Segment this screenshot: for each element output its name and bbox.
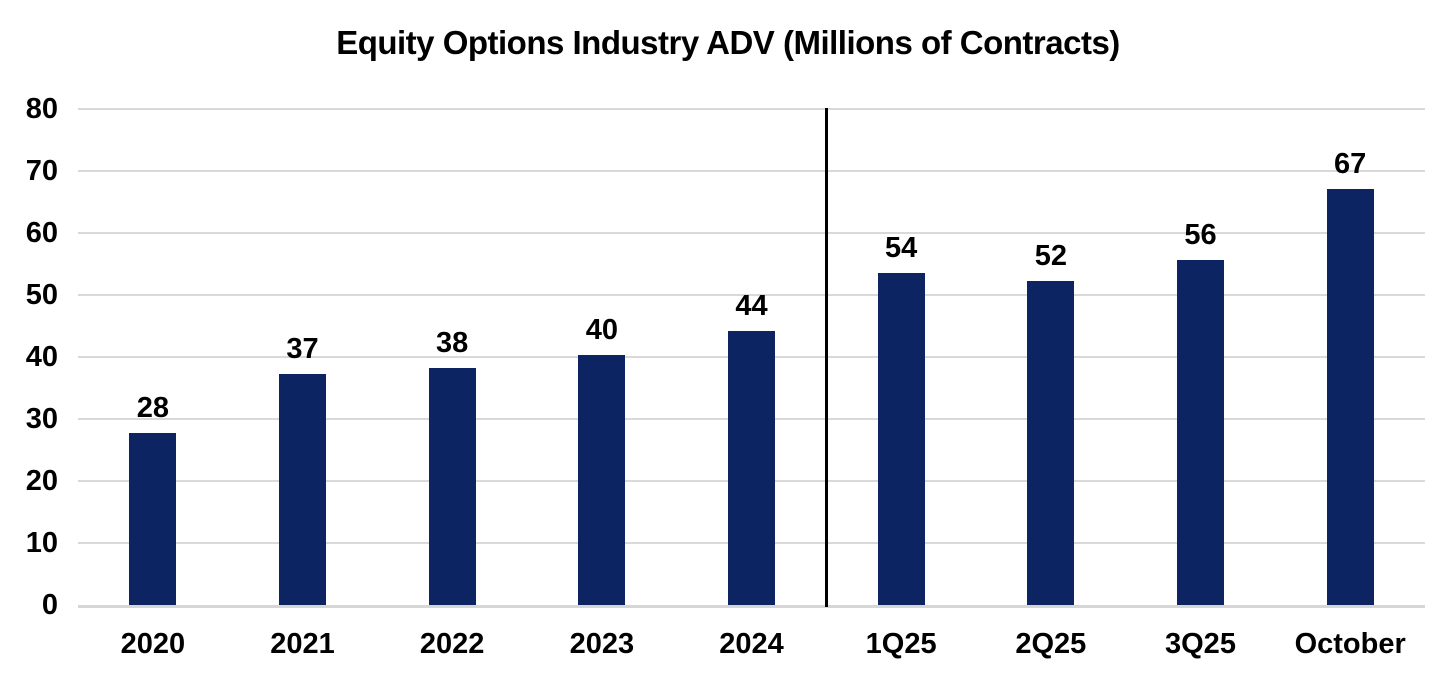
y-axis-tick-label: 10 (25, 527, 58, 559)
x-axis-label-October: October (1294, 628, 1406, 660)
bar-3Q25 (1177, 260, 1224, 605)
data-label-1Q25: 54 (885, 232, 918, 265)
x-axis-label-2022: 2022 (419, 628, 485, 660)
gridline-60 (78, 232, 1425, 234)
gridline-80 (78, 108, 1425, 110)
data-label-2022: 38 (436, 327, 469, 360)
data-label-2023: 40 (585, 314, 618, 347)
x-axis-label-2021: 2021 (270, 628, 335, 660)
data-label-2021: 37 (286, 333, 319, 366)
bar-2021 (279, 374, 326, 605)
bar-2Q25 (1027, 281, 1075, 605)
data-label-2024: 44 (735, 289, 768, 322)
period-divider-line (824, 108, 828, 607)
y-axis-tick-label: 0 (41, 589, 58, 621)
data-label-2020: 28 (136, 392, 169, 425)
bar-2023 (578, 355, 626, 605)
y-axis-tick-label: 60 (25, 217, 58, 249)
bar-October (1326, 188, 1374, 605)
gridline-50 (78, 294, 1425, 296)
y-axis-tick-label: 20 (25, 465, 58, 497)
data-label-2Q25: 52 (1034, 240, 1067, 273)
x-axis-label-2024: 2024 (719, 628, 784, 660)
y-axis-tick-label: 70 (25, 155, 58, 187)
bar-2020 (129, 433, 177, 605)
x-axis-label-3Q25: 3Q25 (1165, 628, 1236, 660)
bar-1Q25 (877, 273, 925, 605)
gridline-70 (78, 170, 1425, 172)
x-axis-label-2020: 2020 (120, 628, 186, 660)
y-axis-tick-label: 80 (25, 93, 58, 125)
x-axis-line (78, 605, 1425, 608)
bar-2024 (728, 330, 775, 605)
x-axis-label-1Q25: 1Q25 (865, 628, 937, 660)
x-axis-label-2023: 2023 (569, 628, 635, 660)
y-axis-tick-label: 50 (25, 279, 58, 311)
data-label-3Q25: 56 (1184, 219, 1217, 252)
chart-title: Equity Options Industry ADV (Millions of… (336, 24, 1120, 61)
bar-2022 (428, 368, 476, 605)
data-label-October: 67 (1334, 147, 1367, 180)
x-axis-label-2Q25: 2Q25 (1015, 628, 1087, 660)
y-axis-tick-label: 30 (25, 403, 58, 435)
y-axis-tick-label: 40 (25, 341, 58, 373)
